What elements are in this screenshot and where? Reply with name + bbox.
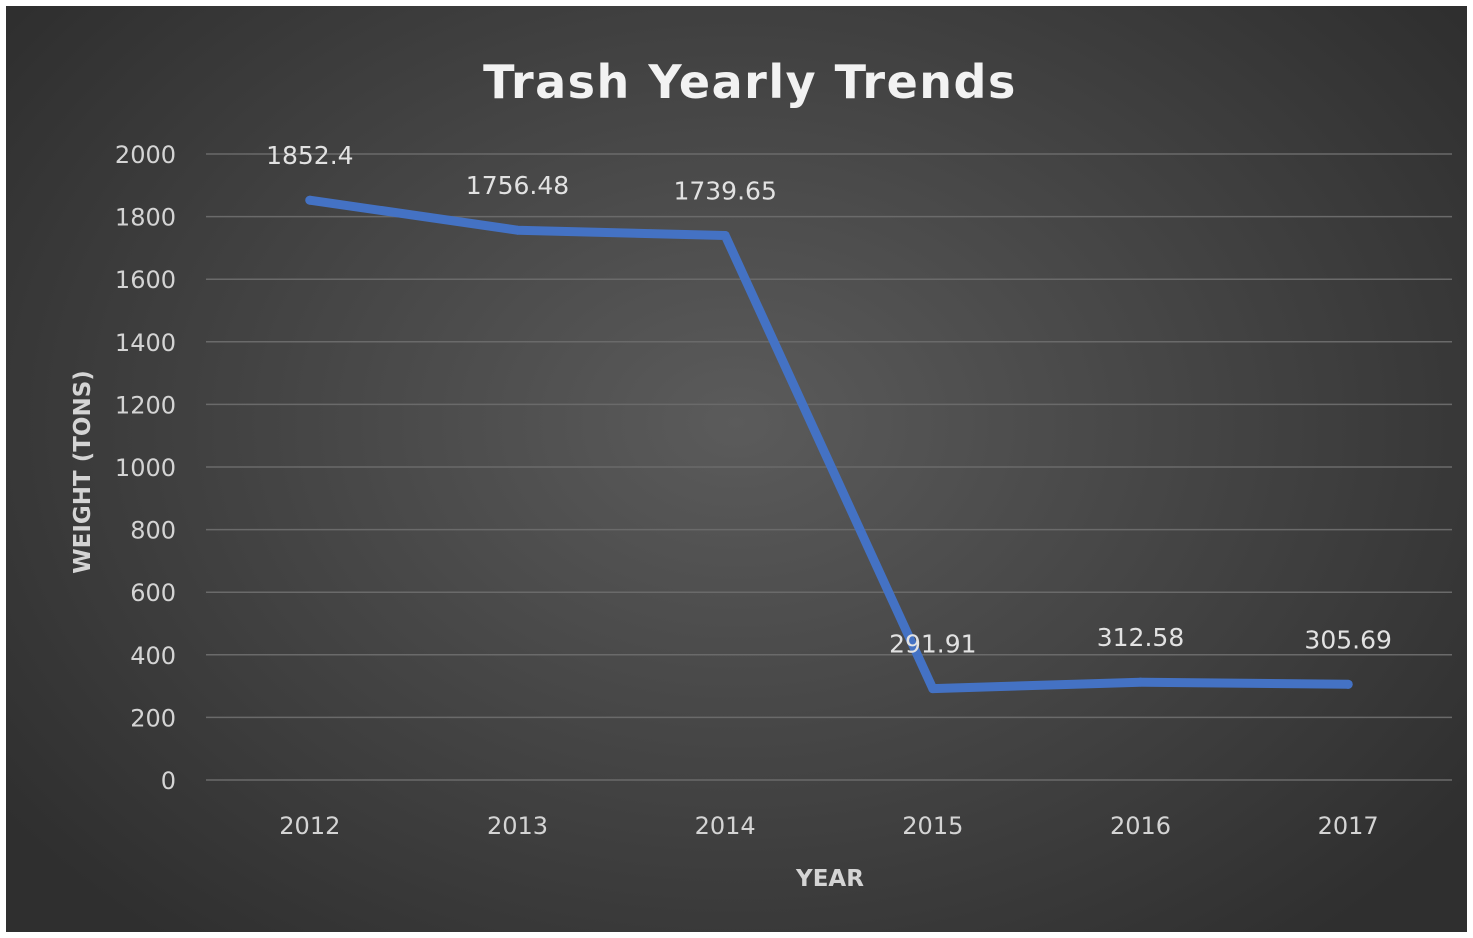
y-tick-label: 800 <box>130 517 176 545</box>
data-point <box>1343 679 1353 689</box>
chart-title: Trash Yearly Trends <box>483 55 1017 109</box>
data-point <box>1136 677 1145 687</box>
y-tick-label: 1400 <box>115 329 176 357</box>
data-point <box>928 684 938 694</box>
data-label: 1756.48 <box>466 171 569 200</box>
y-tick-label: 600 <box>130 579 176 607</box>
x-tick-label: 2013 <box>487 812 548 840</box>
data-label: 1739.65 <box>673 176 776 205</box>
chart-frame: Trash Yearly Trends 0 200 400 600 800 1000 120… <box>6 6 1467 932</box>
x-tick-label: 2015 <box>902 812 963 840</box>
data-label: 312.58 <box>1097 623 1184 652</box>
y-axis-title: WEIGHT (TONS) <box>70 370 96 574</box>
x-tick-label: 2016 <box>1110 812 1171 840</box>
y-tick-label: 200 <box>130 704 176 732</box>
data-label: 291.91 <box>889 630 976 659</box>
y-tick-label: 400 <box>130 642 176 670</box>
data-point <box>720 230 730 240</box>
y-tick-label: 0 <box>161 767 176 795</box>
y-tick-label: 1600 <box>115 266 176 294</box>
data-label: 1852.4 <box>266 141 353 170</box>
y-tick-label: 1200 <box>115 391 176 419</box>
line-chart: Trash Yearly Trends 0 200 400 600 800 1000 120… <box>70 55 1452 892</box>
x-axis-title: YEAR <box>795 866 864 892</box>
y-tick-label: 1800 <box>115 204 176 232</box>
data-point <box>513 225 522 235</box>
data-labels: 1852.4 1756.48 1739.65 291.91 312.58 305.69 <box>266 141 1392 658</box>
x-tick-label: 2017 <box>1318 812 1379 840</box>
x-axis-ticks: 2012 2013 2014 2015 2016 2017 <box>279 812 1378 840</box>
series-layer <box>305 195 1353 694</box>
y-tick-label: 1000 <box>115 454 176 482</box>
y-axis-ticks: 0 200 400 600 800 1000 1200 1400 1600 1800 2000 <box>115 141 176 795</box>
x-tick-label: 2014 <box>695 812 756 840</box>
series-line <box>305 195 1353 694</box>
y-tick-label: 2000 <box>115 141 176 169</box>
data-label: 305.69 <box>1304 625 1391 654</box>
data-point <box>305 195 315 205</box>
x-tick-label: 2012 <box>279 812 340 840</box>
